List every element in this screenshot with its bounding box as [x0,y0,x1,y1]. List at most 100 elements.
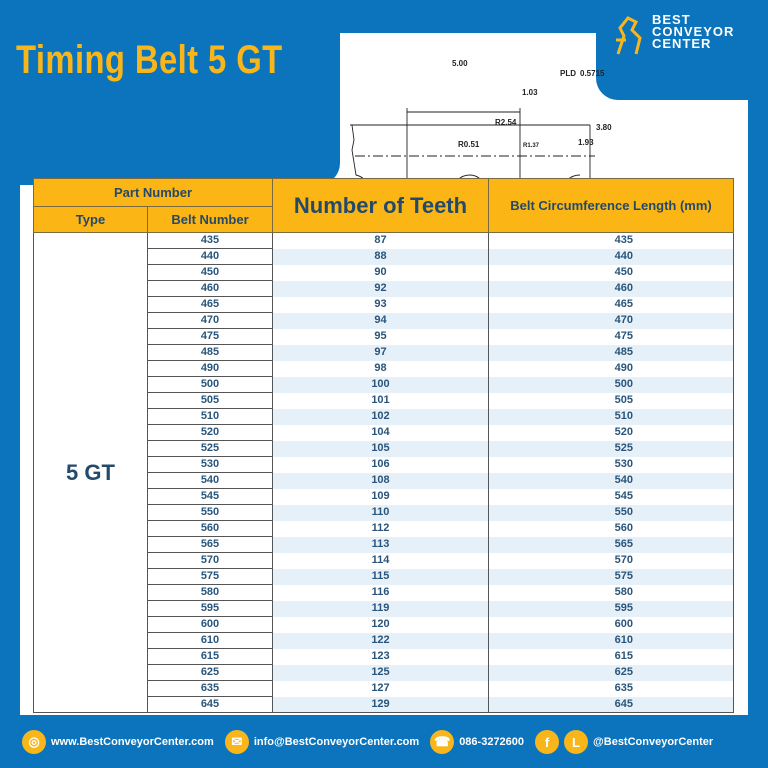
belt-number-cell: 595 [147,600,273,617]
length-cell: 475 [488,328,734,345]
table-row: 600 120 600 [34,616,734,633]
dim-r3: R1.37 [523,143,540,149]
teeth-cell: 106 [272,456,489,473]
dim-h2: 1.93 [578,138,594,147]
length-cell: 485 [488,344,734,361]
table-row: 610 122 610 [34,632,734,649]
teeth-cell: 101 [272,392,489,409]
phone-number[interactable]: 086-3272600 [459,736,525,748]
belt-number-cell: 435 [147,232,273,249]
length-cell: 510 [488,408,734,425]
table-row: 625 125 625 [34,664,734,681]
teeth-cell: 110 [272,504,489,521]
belt-number-cell: 530 [147,456,273,473]
length-cell: 490 [488,360,734,377]
teeth-cell: 116 [272,584,489,601]
belt-number-cell: 500 [147,376,273,393]
dim-pld-label: PLD [560,69,576,78]
belt-number-cell: 560 [147,520,273,537]
website-link[interactable]: www.BestConveyorCenter.com [51,736,214,748]
belt-number-cell: 440 [147,248,273,265]
belt-number-cell: 615 [147,648,273,665]
table-row: 440 88 440 [34,248,734,265]
header-belt-number: Belt Number [147,206,273,233]
belt-number-cell: 575 [147,568,273,585]
belt-number-cell: 550 [147,504,273,521]
belt-number-cell: 565 [147,536,273,553]
belt-number-cell: 485 [147,344,273,361]
length-cell: 505 [488,392,734,409]
logo-banner [596,0,768,100]
type-cell: 5 GT [33,232,148,713]
belt-number-cell: 475 [147,328,273,345]
table-row: 475 95 475 [34,328,734,345]
teeth-cell: 108 [272,472,489,489]
teeth-cell: 127 [272,680,489,697]
length-cell: 610 [488,632,734,649]
table-row: 550 110 550 [34,504,734,521]
length-cell: 470 [488,312,734,329]
table-row: 530 106 530 [34,456,734,473]
email-link[interactable]: info@BestConveyorCenter.com [253,736,420,748]
table-row: 525 105 525 [34,440,734,457]
teeth-cell: 95 [272,328,489,345]
header-type: Type [33,206,148,233]
length-cell: 520 [488,424,734,441]
belt-number-cell: 570 [147,552,273,569]
length-cell: 465 [488,296,734,313]
logo-text: BEST CONVEYOR CENTER [652,13,762,50]
page-title: Timing Belt 5 GT [16,38,283,82]
table-row: 470 94 470 [34,312,734,329]
dim-r2: R0.51 [458,140,480,149]
length-cell: 500 [488,376,734,393]
teeth-cell: 93 [272,296,489,313]
length-cell: 540 [488,472,734,489]
table-row: 5 GT 435 87 435 [33,232,734,713]
phone-icon: ☎ [430,730,455,754]
table-row: 570 114 570 [34,552,734,569]
length-cell: 450 [488,264,734,281]
table-row: 595 119 595 [34,600,734,617]
length-cell: 600 [488,616,734,633]
title-banner [0,0,340,185]
teeth-cell: 129 [272,696,489,713]
teeth-cell: 113 [272,536,489,553]
table-row: 510 102 510 [34,408,734,425]
belt-number-cell: 505 [147,392,273,409]
teeth-cell: 90 [272,264,489,281]
teeth-cell: 125 [272,664,489,681]
belt-number-cell: 520 [147,424,273,441]
length-cell: 575 [488,568,734,585]
table-row: 540 108 540 [34,472,734,489]
length-cell: 580 [488,584,734,601]
table-row: 450 90 450 [34,264,734,281]
length-cell: 530 [488,456,734,473]
header-part-number: Part Number [33,178,273,207]
table-row: 485 97 485 [34,344,734,361]
length-cell: 560 [488,520,734,537]
length-cell: 615 [488,648,734,665]
teeth-cell: 105 [272,440,489,457]
dim-pld-value: 0.5715 [580,69,605,78]
length-cell: 570 [488,552,734,569]
teeth-cell: 92 [272,280,489,297]
teeth-cell: 100 [272,376,489,393]
dim-pitch: 5.00 [452,59,468,68]
belt-number-cell: 465 [147,296,273,313]
facebook-icon[interactable]: f [535,730,560,754]
length-cell: 460 [488,280,734,297]
line-icon[interactable]: L [564,730,589,754]
table-row: 545 109 545 [34,488,734,505]
header-teeth: Number of Teeth [272,178,489,233]
table-row: 560 112 560 [34,520,734,537]
length-cell: 595 [488,600,734,617]
table-row: 460 92 460 [34,280,734,297]
teeth-cell: 97 [272,344,489,361]
belt-number-cell: 510 [147,408,273,425]
length-cell: 625 [488,664,734,681]
social-handle[interactable]: @BestConveyorCenter [593,736,714,748]
belt-number-cell: 600 [147,616,273,633]
belt-number-cell: 450 [147,264,273,281]
table-row: 575 115 575 [34,568,734,585]
teeth-cell: 115 [272,568,489,585]
